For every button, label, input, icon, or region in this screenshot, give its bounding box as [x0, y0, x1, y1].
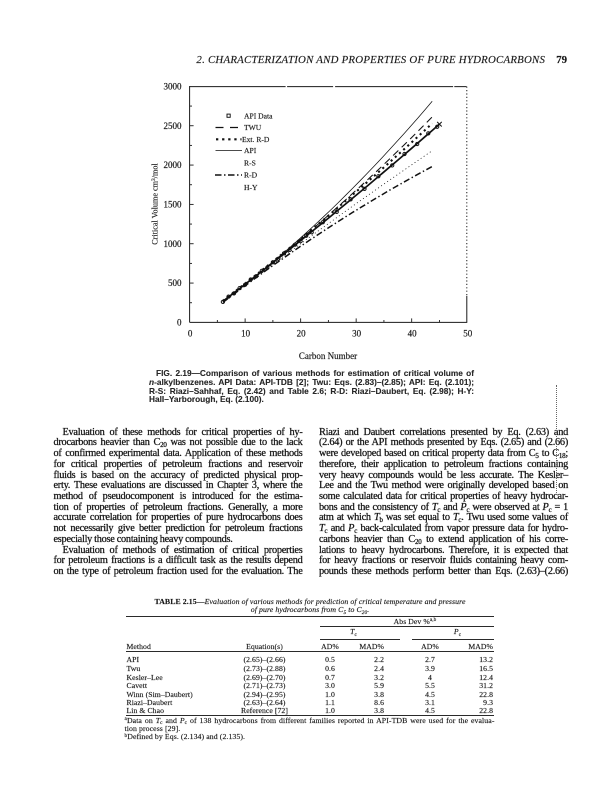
svg-text:0: 0 — [177, 318, 182, 328]
svg-text:10: 10 — [241, 329, 251, 339]
svg-text:0: 0 — [188, 329, 193, 339]
svg-text:500: 500 — [168, 278, 182, 288]
svg-text:40: 40 — [408, 329, 418, 339]
svg-text:Carbon Number: Carbon Number — [299, 351, 357, 361]
svg-text:API Data: API Data — [244, 112, 273, 121]
svg-text:Ext. R-D: Ext. R-D — [242, 135, 270, 144]
svg-text:2500: 2500 — [164, 121, 183, 131]
svg-text:20: 20 — [297, 329, 307, 339]
svg-text:TWU: TWU — [244, 123, 262, 132]
svg-text:R-S: R-S — [244, 159, 256, 168]
svg-text:H-Y: H-Y — [244, 183, 258, 192]
svg-text:API: API — [244, 146, 257, 155]
svg-text:50: 50 — [463, 329, 473, 339]
svg-text:30: 30 — [352, 329, 362, 339]
svg-text:Critical Volume cm3/mol: Critical Volume cm3/mol — [151, 163, 160, 245]
svg-text:3000: 3000 — [164, 81, 183, 91]
svg-text:1500: 1500 — [164, 199, 183, 209]
svg-text:1000: 1000 — [164, 239, 183, 249]
svg-text:2000: 2000 — [164, 160, 183, 170]
svg-text:R-D: R-D — [244, 171, 258, 180]
